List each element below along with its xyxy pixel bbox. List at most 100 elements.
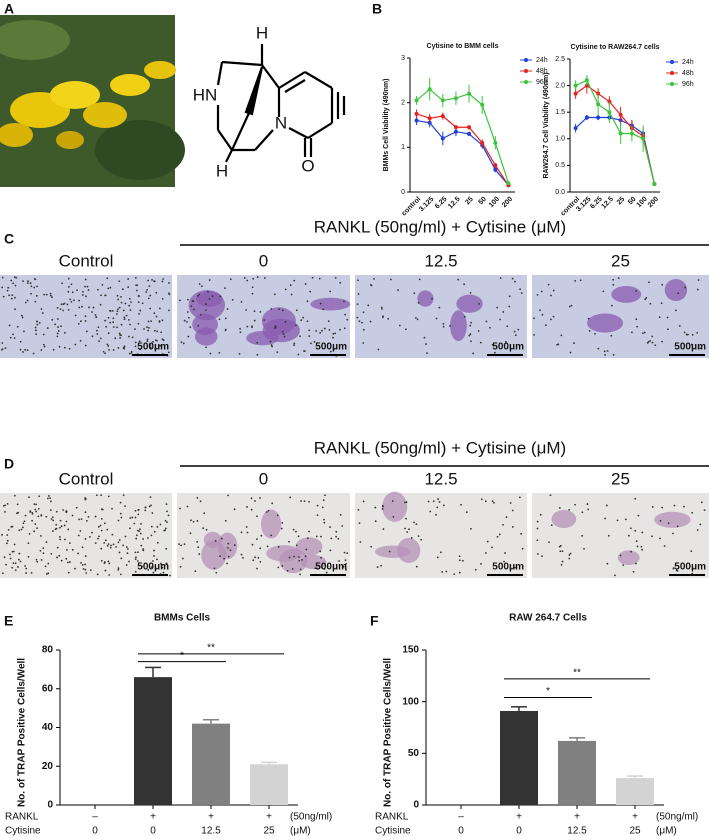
cell-dot: [270, 534, 273, 537]
cell-dot: [89, 569, 92, 572]
point: [453, 129, 458, 134]
x-tick-label: 200: [647, 196, 660, 209]
cell-dot: [329, 350, 332, 353]
cell-dot: [49, 292, 52, 295]
cell-dot: [118, 539, 121, 541]
cell-dot: [449, 325, 451, 327]
cell-dot: [31, 519, 33, 522]
cell-dot: [82, 290, 84, 293]
cell-dot: [120, 323, 123, 326]
cell-dot: [246, 279, 249, 282]
cell-dot: [143, 328, 145, 330]
point: [641, 136, 646, 141]
cell-dot: [144, 506, 147, 509]
cell-dot: [276, 514, 279, 517]
cell-dot: [33, 530, 36, 533]
cell-dot: [224, 519, 227, 522]
cell-dot: [298, 556, 300, 558]
cell-dot: [160, 331, 163, 334]
cell-dot: [259, 310, 262, 313]
cell-dot: [95, 494, 98, 497]
cell-dot: [84, 568, 87, 571]
cell-dot: [181, 557, 184, 560]
cell-dot: [33, 277, 36, 280]
cell-dot: [256, 353, 259, 356]
series-line: [575, 116, 655, 185]
cell-dot: [18, 558, 20, 561]
cell-dot: [130, 352, 133, 354]
cell-dot: [377, 348, 380, 351]
cell-dot: [699, 347, 701, 350]
cell-dot: [28, 496, 30, 499]
cell-dot: [573, 342, 575, 344]
cell-dot: [339, 328, 341, 331]
cell-dot: [119, 501, 122, 504]
cell-dot: [1, 276, 4, 279]
cell-dot: [100, 547, 103, 550]
cell-dot: [413, 292, 416, 295]
cell-dot: [108, 348, 110, 351]
cell-dot: [301, 558, 303, 561]
cell-dot: [346, 552, 349, 555]
cell-dot: [159, 562, 162, 565]
cell-dot: [40, 514, 43, 516]
cell-dot: [227, 494, 229, 497]
cell-dot: [16, 503, 19, 506]
cell-dot: [42, 552, 45, 554]
cell-dot: [318, 277, 321, 280]
point: [467, 125, 472, 130]
cell-dot: [462, 559, 464, 562]
cell-dot: [338, 560, 340, 562]
bar: [250, 764, 288, 805]
row-unit: (50ng/ml): [290, 812, 332, 823]
cell-dot: [259, 547, 262, 550]
legend-label: 96h: [682, 81, 694, 88]
cell-dot: [107, 495, 110, 498]
panel-label: A: [4, 1, 14, 17]
cell-dot: [293, 555, 295, 558]
cell-dot: [100, 517, 103, 520]
cell-dot: [357, 293, 360, 295]
cell-dot: [521, 547, 524, 550]
cell-dot: [259, 497, 261, 499]
cell-dot: [186, 505, 189, 508]
cell-dot: [167, 292, 170, 295]
micrograph: [177, 275, 351, 358]
cell-dot: [252, 277, 255, 280]
cell-dot: [198, 553, 201, 555]
cell-dot: [493, 351, 496, 354]
y-tick-label: 20: [42, 761, 54, 772]
cell-dot: [640, 545, 643, 548]
cell-dot: [6, 534, 9, 536]
cell-dot: [98, 340, 100, 343]
cell-dot: [557, 343, 560, 346]
cell-dot: [323, 521, 326, 524]
cell-dot: [18, 529, 21, 532]
cell-dot: [47, 495, 50, 497]
point: [414, 98, 419, 103]
cell-dot: [60, 559, 63, 562]
cell-dot: [42, 547, 45, 549]
cell-dot: [303, 350, 305, 352]
cell-dot: [196, 497, 199, 499]
cell-dot: [491, 546, 493, 549]
cell-dot: [34, 300, 37, 303]
row-name: Cytisine: [375, 826, 411, 837]
cell-dot: [381, 508, 384, 510]
cell-dot: [62, 509, 64, 511]
point: [584, 78, 589, 83]
cell-dot: [196, 520, 199, 522]
cell-dot: [123, 347, 126, 350]
cell-dot: [329, 549, 332, 552]
cell-dot: [144, 509, 147, 512]
cell-dot: [219, 555, 221, 558]
cell-dot: [159, 523, 162, 526]
cell-dot: [251, 543, 254, 546]
cell-dot: [38, 495, 41, 498]
cell-dot: [109, 309, 111, 312]
cell-dot: [415, 565, 418, 568]
atom-label: O: [301, 156, 314, 175]
cell-dot: [3, 556, 6, 559]
cell-dot: [437, 498, 439, 500]
cell-dot: [634, 497, 637, 500]
